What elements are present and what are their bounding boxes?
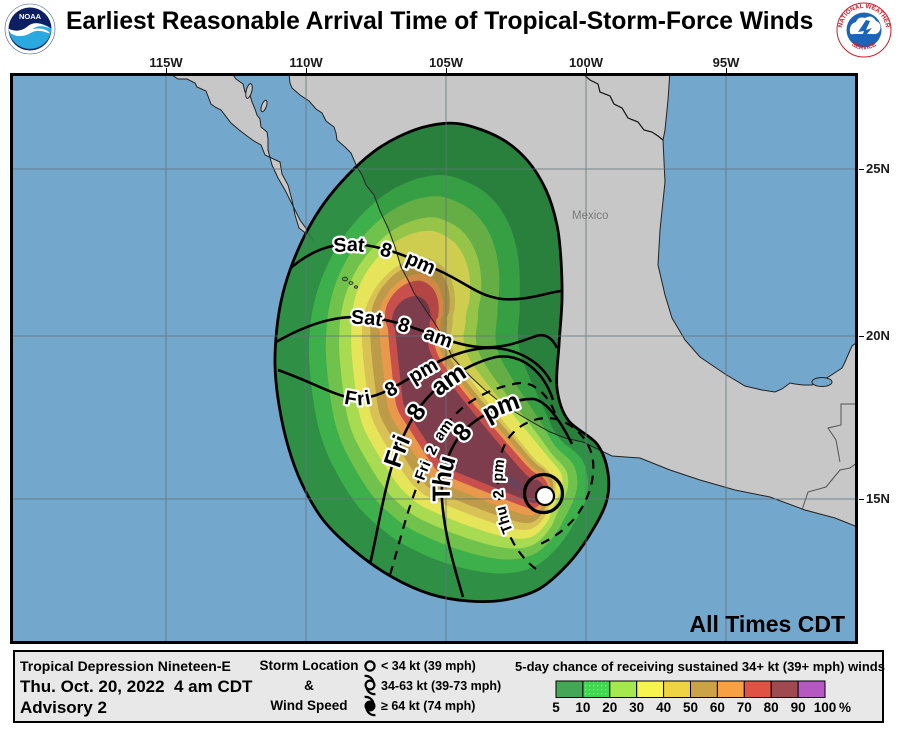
svg-text:< 34 kt (39 mph): < 34 kt (39 mph) — [381, 659, 476, 673]
svg-text:&: & — [304, 678, 314, 693]
svg-text:90: 90 — [791, 700, 806, 715]
svg-text:SERVICE: SERVICE — [850, 41, 877, 52]
svg-text:Storm Location: Storm Location — [259, 658, 358, 673]
svg-text:70: 70 — [737, 700, 752, 715]
svg-text:Thu. Oct. 20, 2022 4 am CDT: Thu. Oct. 20, 2022 4 am CDT — [20, 677, 253, 696]
svg-text:80: 80 — [764, 700, 779, 715]
svg-text:Tropical Depression Nineteen-E: Tropical Depression Nineteen-E — [20, 658, 231, 674]
svg-text:20: 20 — [602, 700, 617, 715]
svg-text:Mexico: Mexico — [572, 210, 608, 222]
svg-text:10: 10 — [575, 700, 590, 715]
svg-text:50: 50 — [683, 700, 698, 715]
svg-text:All Times CDT: All Times CDT — [690, 611, 846, 637]
svg-text:60: 60 — [710, 700, 725, 715]
svg-text:34-63 kt (39-73 mph): 34-63 kt (39-73 mph) — [381, 679, 501, 693]
svg-text:40: 40 — [656, 700, 671, 715]
svg-text:Wind Speed: Wind Speed — [270, 698, 347, 713]
svg-text:5-day chance of receiving sust: 5-day chance of receiving sustained 34+ … — [515, 659, 885, 674]
svg-text:NOAA: NOAA — [19, 12, 42, 21]
svg-text:≥ 64 kt (74 mph): ≥ 64 kt (74 mph) — [381, 699, 475, 713]
svg-text:5: 5 — [552, 700, 560, 715]
svg-text:%: % — [839, 700, 851, 715]
svg-text:Advisory 2: Advisory 2 — [20, 698, 107, 717]
svg-text:30: 30 — [629, 700, 644, 715]
svg-text:100: 100 — [814, 700, 837, 715]
